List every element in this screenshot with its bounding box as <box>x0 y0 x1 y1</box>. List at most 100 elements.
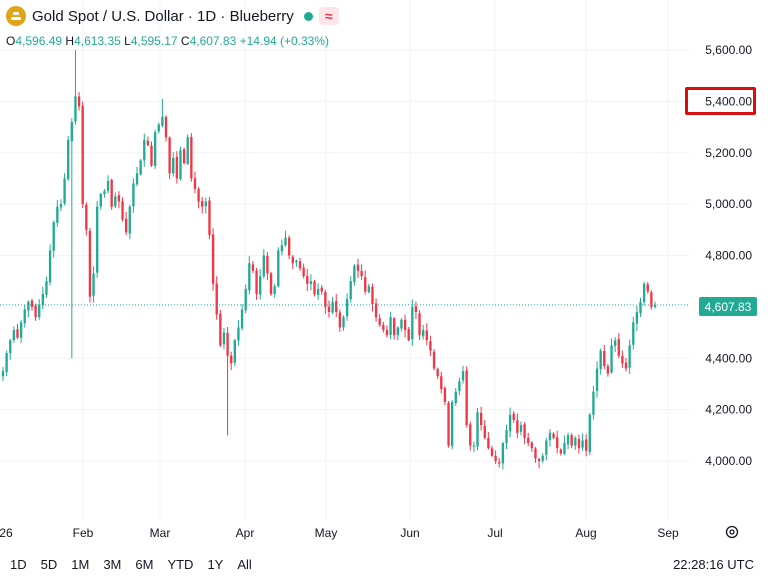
candle <box>172 152 175 177</box>
symbol-title[interactable]: Gold Spot / U.S. Dollar · 1D · Blueberry <box>32 7 294 25</box>
candle <box>617 333 620 359</box>
candle <box>353 263 356 286</box>
wave-indicator-icon[interactable]: ≈ <box>318 7 339 25</box>
candle <box>389 311 392 340</box>
timeframe-6m[interactable]: 6M <box>135 557 154 572</box>
symbol-legend: Gold Spot / U.S. Dollar · 1D · Blueberry… <box>6 6 339 26</box>
candle <box>621 350 624 369</box>
x-tick-label: Aug <box>575 526 596 540</box>
candle <box>331 296 334 315</box>
candle <box>16 324 19 340</box>
candle <box>422 324 425 340</box>
candle <box>45 276 48 298</box>
candle <box>287 235 291 260</box>
y-tick-label: 4,400.00 <box>705 351 752 365</box>
candle <box>585 434 588 457</box>
candle <box>465 366 468 428</box>
candle <box>150 141 153 168</box>
candle <box>219 309 222 347</box>
candle <box>186 134 189 166</box>
candle <box>407 326 410 342</box>
timeframe-all[interactable]: All <box>237 557 252 572</box>
candle <box>574 436 577 450</box>
candle <box>516 413 519 439</box>
candle <box>418 310 421 341</box>
candle <box>92 266 95 303</box>
candle <box>96 200 99 278</box>
candle <box>338 309 342 333</box>
candle <box>342 315 345 331</box>
candle <box>483 420 486 440</box>
candle <box>588 412 591 456</box>
candle <box>306 268 309 291</box>
candle <box>262 249 265 279</box>
candle <box>222 327 226 350</box>
candle <box>208 196 211 240</box>
candle <box>1 366 5 381</box>
candle <box>204 197 208 214</box>
candle <box>114 192 117 209</box>
settings-gear-icon[interactable] <box>724 524 740 540</box>
candle <box>541 453 544 464</box>
candle <box>284 230 287 247</box>
candle <box>164 115 168 142</box>
timeframe-1d[interactable]: 1D <box>10 557 27 572</box>
y-axis-ticks: 4,000.004,200.004,400.004,600.004,800.00… <box>705 43 752 468</box>
candle <box>642 281 646 306</box>
candle <box>59 199 63 211</box>
candle <box>472 441 476 453</box>
candle <box>610 338 613 374</box>
open-label: O <box>6 34 16 48</box>
candle <box>400 318 403 332</box>
candle <box>429 335 432 357</box>
candle <box>251 260 255 274</box>
x-tick-label: Jun <box>400 526 419 540</box>
candle <box>121 197 124 222</box>
candle <box>628 339 631 375</box>
candle <box>255 267 258 300</box>
candle <box>639 297 642 317</box>
candle <box>157 122 160 134</box>
candle <box>230 351 233 371</box>
candle <box>469 421 472 451</box>
close-value: 4,607.83 <box>189 34 237 48</box>
candle <box>237 320 240 346</box>
candle <box>527 432 530 447</box>
candle <box>450 400 454 450</box>
candle <box>124 212 128 236</box>
gold-coin-icon <box>6 6 26 26</box>
candle <box>226 326 229 436</box>
candlestick-series <box>1 50 657 470</box>
candle <box>324 289 327 314</box>
utc-clock[interactable]: 22:28:16 UTC <box>673 557 754 572</box>
timeframe-5d[interactable]: 5D <box>40 557 58 572</box>
timeframe-ytd[interactable]: YTD <box>167 557 194 572</box>
candle <box>193 171 197 194</box>
candle <box>52 220 55 258</box>
candle <box>603 344 606 370</box>
candle <box>302 263 305 279</box>
timeframe-1m[interactable]: 1M <box>71 557 90 572</box>
y-tick-label: 5,600.00 <box>705 43 752 57</box>
candle <box>599 348 602 375</box>
candle <box>70 118 73 359</box>
candle <box>508 407 512 438</box>
candle <box>99 192 102 210</box>
candle <box>624 357 628 372</box>
candle <box>34 303 37 321</box>
timeframe-3m[interactable]: 3M <box>103 557 122 572</box>
candle <box>367 283 371 294</box>
high-value: 4,613.35 <box>74 34 121 48</box>
candle <box>190 133 193 182</box>
candle <box>298 257 302 271</box>
x-tick-label: 26 <box>0 526 13 540</box>
candle <box>595 361 599 398</box>
candle <box>534 446 537 463</box>
candle <box>9 338 12 360</box>
x-tick-label: May <box>315 526 338 540</box>
timeframe-1y[interactable]: 1Y <box>207 557 224 572</box>
high-label: H <box>65 34 75 48</box>
candle <box>563 435 566 455</box>
candle <box>56 199 59 227</box>
